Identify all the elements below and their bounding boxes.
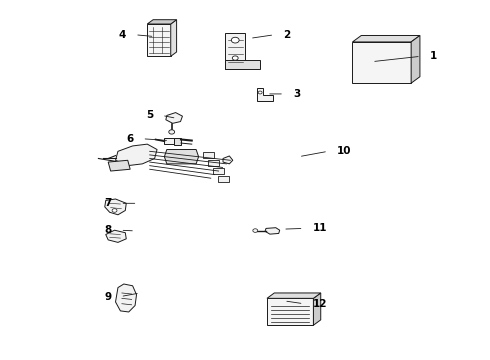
Polygon shape — [265, 228, 280, 234]
Text: 1: 1 — [430, 51, 437, 61]
Text: 11: 11 — [313, 224, 327, 233]
Polygon shape — [352, 42, 411, 83]
Text: 9: 9 — [104, 292, 112, 302]
Circle shape — [169, 130, 174, 134]
Polygon shape — [174, 138, 181, 145]
Polygon shape — [225, 33, 245, 69]
Polygon shape — [106, 230, 126, 242]
Text: 7: 7 — [104, 198, 112, 208]
Polygon shape — [218, 176, 229, 182]
Polygon shape — [116, 284, 137, 312]
Circle shape — [112, 209, 117, 212]
Polygon shape — [116, 144, 157, 166]
Polygon shape — [225, 60, 260, 69]
Polygon shape — [267, 293, 321, 298]
Circle shape — [232, 56, 238, 60]
Polygon shape — [267, 298, 314, 325]
Circle shape — [231, 37, 239, 43]
Polygon shape — [164, 149, 198, 164]
Polygon shape — [164, 138, 174, 144]
Polygon shape — [223, 156, 233, 164]
Polygon shape — [208, 160, 219, 166]
Polygon shape — [203, 152, 214, 158]
Polygon shape — [105, 199, 126, 215]
Polygon shape — [213, 168, 224, 174]
Polygon shape — [257, 88, 273, 101]
Polygon shape — [108, 160, 130, 171]
Text: 5: 5 — [146, 111, 153, 121]
Polygon shape — [314, 293, 321, 325]
Text: 12: 12 — [313, 299, 327, 309]
Polygon shape — [411, 36, 420, 83]
Text: 10: 10 — [337, 146, 351, 156]
Polygon shape — [147, 20, 176, 24]
Polygon shape — [147, 24, 171, 56]
Circle shape — [253, 229, 258, 232]
Polygon shape — [166, 113, 182, 123]
Text: 8: 8 — [104, 225, 112, 235]
Text: 2: 2 — [283, 30, 291, 40]
Circle shape — [258, 91, 262, 94]
Polygon shape — [171, 20, 176, 56]
Text: 3: 3 — [293, 89, 300, 99]
Text: 4: 4 — [119, 30, 126, 40]
Text: 6: 6 — [126, 134, 134, 144]
Polygon shape — [352, 36, 420, 42]
